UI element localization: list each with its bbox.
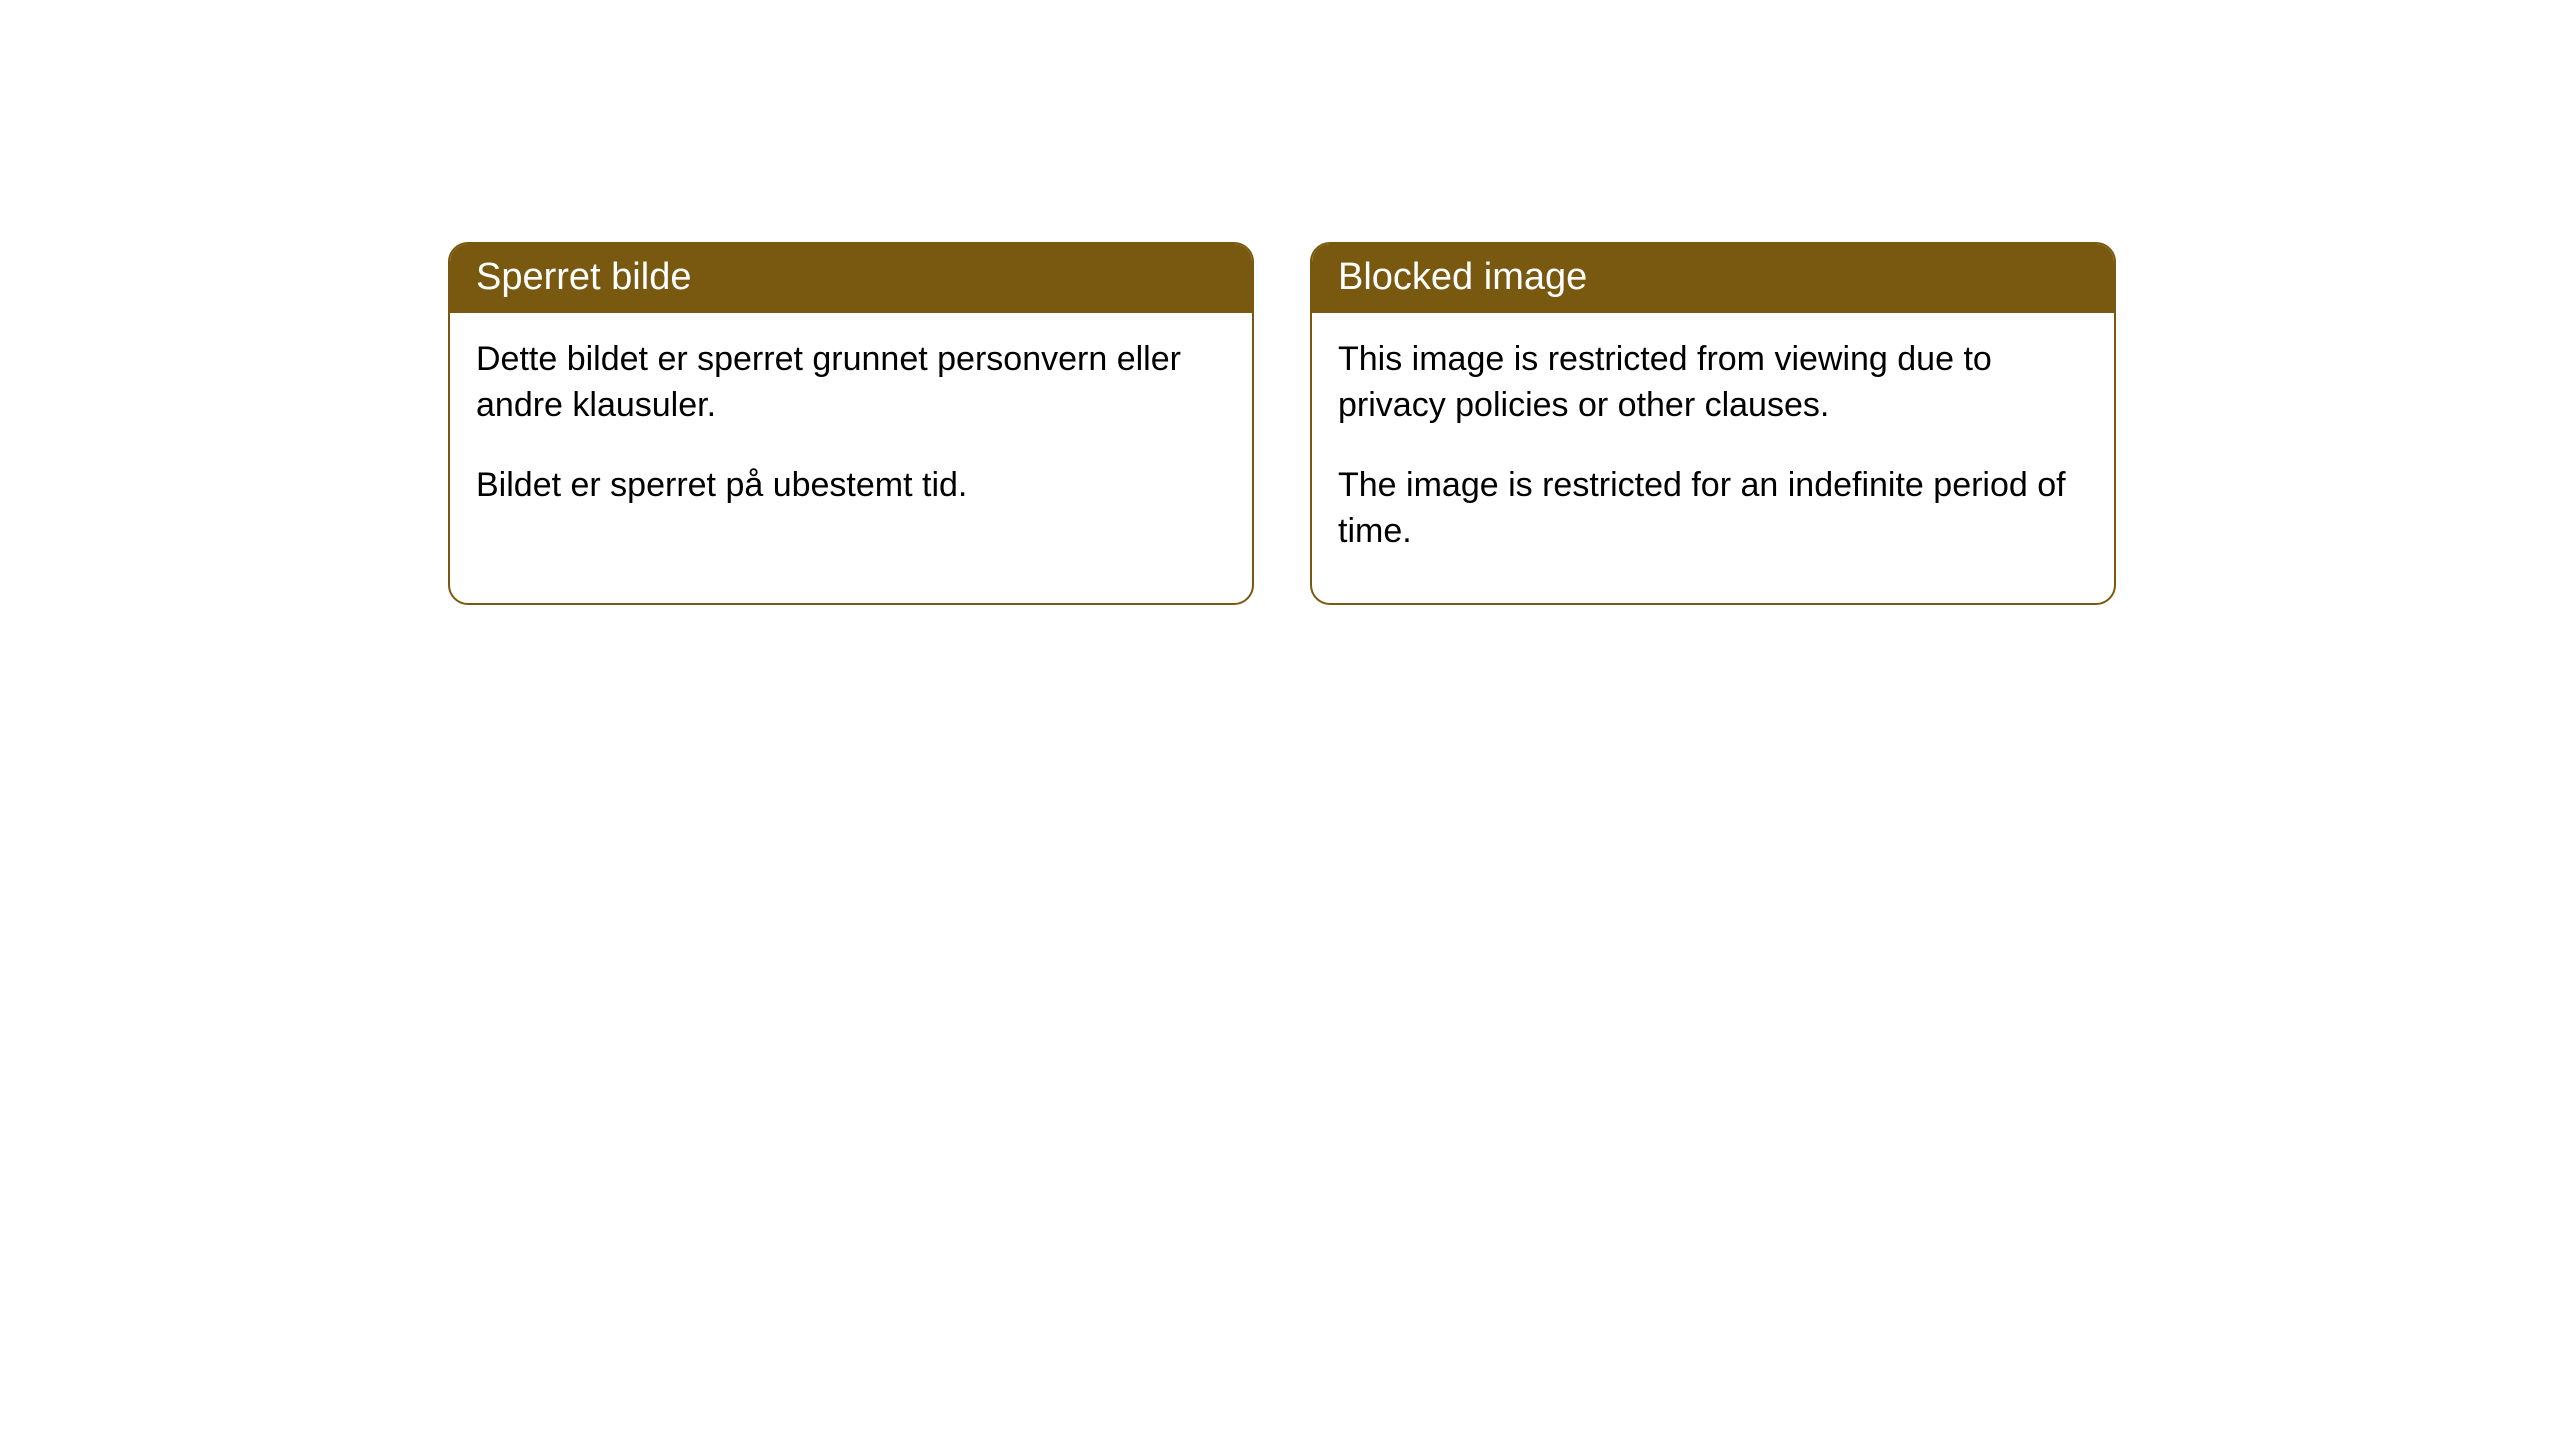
card-paragraph-1: This image is restricted from viewing du… [1338, 337, 2088, 429]
notice-card-english: Blocked image This image is restricted f… [1310, 242, 2116, 605]
card-title: Blocked image [1338, 256, 1587, 298]
card-header-english: Blocked image [1312, 244, 2114, 313]
card-title: Sperret bilde [476, 256, 691, 298]
card-paragraph-2: Bildet er sperret på ubestemt tid. [476, 463, 1226, 509]
card-body-english: This image is restricted from viewing du… [1312, 313, 2114, 603]
notice-card-norwegian: Sperret bilde Dette bildet er sperret gr… [448, 242, 1254, 605]
card-paragraph-1: Dette bildet er sperret grunnet personve… [476, 337, 1226, 429]
notice-cards-container: Sperret bilde Dette bildet er sperret gr… [0, 0, 2560, 605]
card-header-norwegian: Sperret bilde [450, 244, 1252, 313]
card-paragraph-2: The image is restricted for an indefinit… [1338, 463, 2088, 555]
card-body-norwegian: Dette bildet er sperret grunnet personve… [450, 313, 1252, 557]
